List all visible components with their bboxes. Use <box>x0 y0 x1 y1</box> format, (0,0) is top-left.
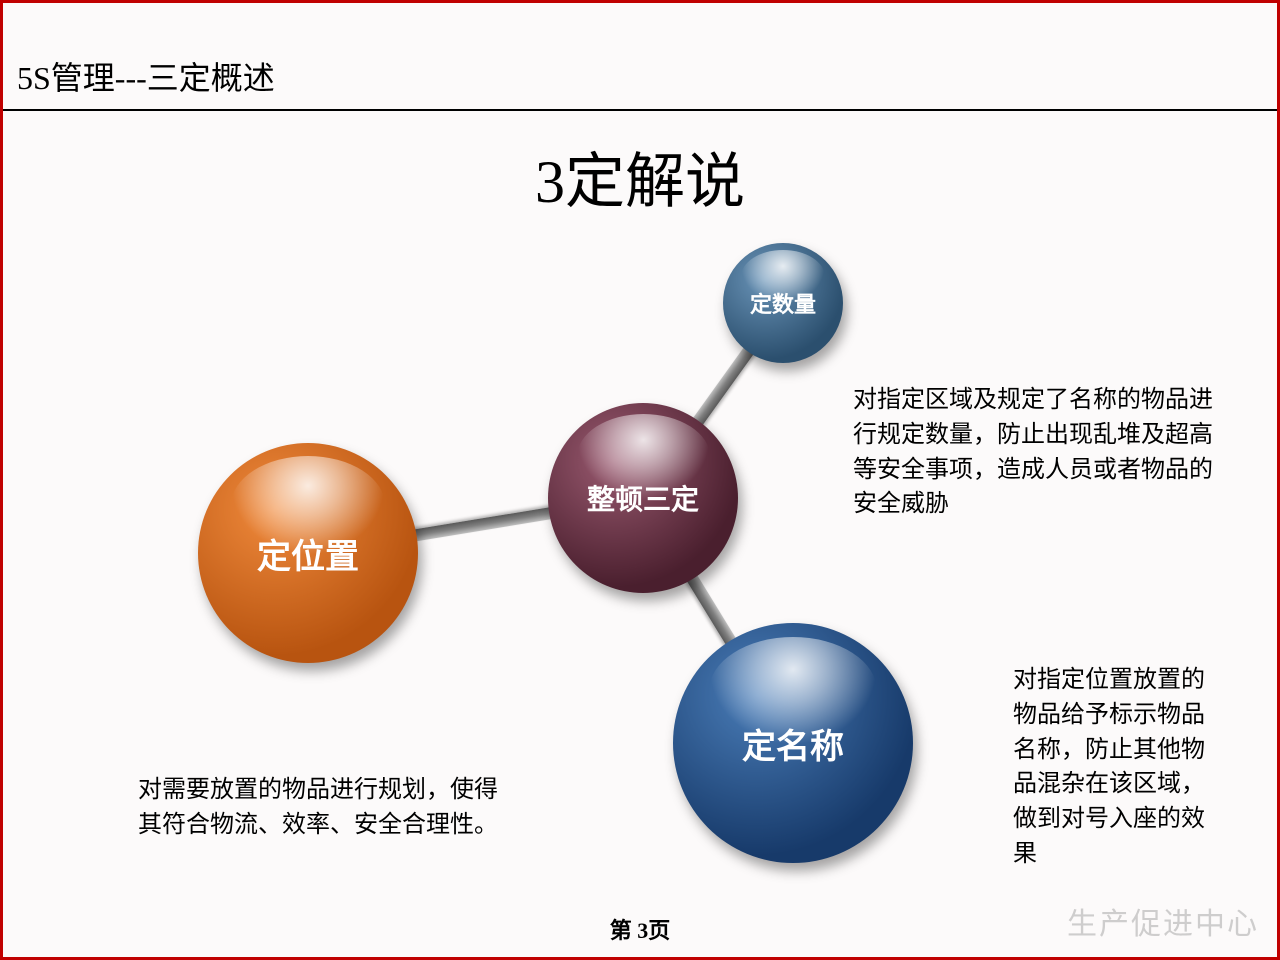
node-center: 整顿三定 <box>548 403 738 593</box>
desc-bottom: 对指定位置放置的物品给予标示物品名称，防止其他物品混杂在该区域，做到对号入座的效… <box>1013 663 1223 872</box>
slide-page: 5S管理---三定概述 3定解说 整顿三定 定数量 定位置 定名称 对指定区域及… <box>0 0 1280 960</box>
node-bottom-label: 定名称 <box>742 719 844 768</box>
node-center-label: 整顿三定 <box>587 478 699 518</box>
desc-left: 对需要放置的物品进行规划，使得其符合物流、效率、安全合理性。 <box>138 773 508 843</box>
node-top: 定数量 <box>723 243 843 363</box>
node-bottom: 定名称 <box>673 623 913 863</box>
node-left: 定位置 <box>198 443 418 663</box>
node-left-label: 定位置 <box>257 529 359 578</box>
desc-top: 对指定区域及规定了名称的物品进行规定数量，防止出现乱堆及超高等安全事项，造成人员… <box>853 383 1213 522</box>
watermark-text: 生产促进中心 <box>1067 899 1259 943</box>
node-top-label: 定数量 <box>750 287 816 319</box>
